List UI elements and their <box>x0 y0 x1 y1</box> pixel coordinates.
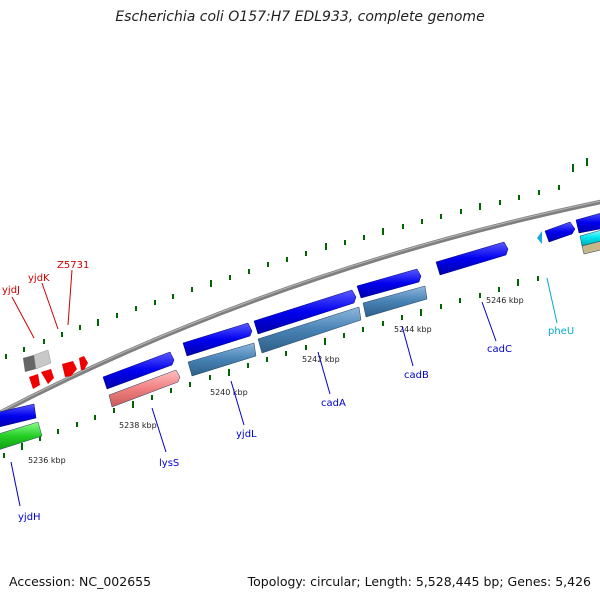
accession-text: Accession: NC_002655 <box>9 574 152 589</box>
gene-feature[interactable] <box>29 374 40 389</box>
gene-feature[interactable] <box>0 403 37 428</box>
backbone-arc-highlight <box>0 200 600 413</box>
reverse-cds-track <box>0 229 600 451</box>
gene-feature[interactable] <box>581 240 600 255</box>
gene-feature[interactable] <box>253 289 357 335</box>
forward-cds-track <box>0 212 600 428</box>
gene-feature[interactable] <box>579 229 600 247</box>
map-title: Escherichia coli O157:H7 EDL933, complet… <box>115 9 485 25</box>
gene-label[interactable]: pheU <box>548 326 574 337</box>
gene-label[interactable]: cadA <box>321 398 346 409</box>
small-feature-cluster <box>23 349 88 389</box>
gene-label[interactable]: yjdK <box>28 273 50 284</box>
gene-feature[interactable] <box>33 349 52 370</box>
gene-feature[interactable] <box>79 356 88 370</box>
gene-feature[interactable] <box>575 212 600 234</box>
genome-stats-text: Topology: circular; Length: 5,528,445 bp… <box>247 574 591 589</box>
gene-feature[interactable] <box>62 361 77 377</box>
gene-feature[interactable] <box>0 421 43 451</box>
gene-label[interactable]: lysS <box>159 458 179 469</box>
gene-label[interactable]: yjdL <box>236 429 257 440</box>
tick-label: 5236 kbp <box>28 456 66 465</box>
gene-feature[interactable] <box>362 285 428 318</box>
gene-label[interactable]: Z5731 <box>57 260 89 271</box>
gene-feature[interactable] <box>257 306 362 354</box>
gene-feature[interactable] <box>23 355 36 372</box>
tick-label: 5246 kbp <box>486 296 524 305</box>
gene-feature[interactable] <box>187 342 257 377</box>
gene-feature[interactable] <box>41 369 54 384</box>
gene-feature[interactable] <box>182 322 253 357</box>
tick-label: 5240 kbp <box>210 388 248 397</box>
gene-label[interactable]: cadC <box>487 344 512 355</box>
gene-label[interactable]: yjdJ <box>2 285 20 296</box>
label-leaders <box>10 269 558 507</box>
outer-tick-row <box>5 158 588 359</box>
gene-label[interactable]: cadB <box>404 370 429 381</box>
trna-marker[interactable] <box>537 231 542 244</box>
gene-label[interactable]: yjdH <box>18 512 41 523</box>
gene-feature[interactable] <box>356 268 422 299</box>
gene-feature[interactable] <box>544 221 576 243</box>
gene-feature[interactable] <box>435 241 509 276</box>
tick-label: 5242 kbp <box>302 355 340 364</box>
tick-label: 5244 kbp <box>394 325 432 334</box>
tick-label: 5238 kbp <box>119 421 157 430</box>
backbone-arc <box>0 199 600 416</box>
gene-feature[interactable] <box>108 369 181 408</box>
gene-feature[interactable] <box>102 351 175 390</box>
